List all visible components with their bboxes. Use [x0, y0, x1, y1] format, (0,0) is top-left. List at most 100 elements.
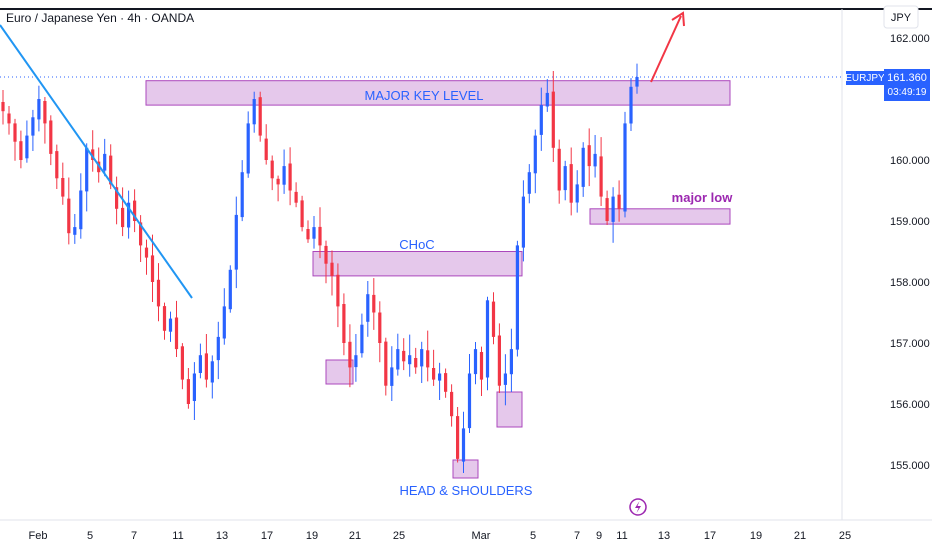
candle[interactable] [228, 269, 232, 310]
candle[interactable] [300, 200, 304, 228]
candle[interactable] [85, 147, 89, 192]
candle[interactable] [390, 367, 394, 386]
candle[interactable] [282, 166, 286, 185]
candle[interactable] [37, 99, 41, 120]
candle[interactable] [73, 227, 77, 235]
candle[interactable] [306, 229, 310, 240]
currency-button[interactable] [883, 5, 919, 29]
candle[interactable] [503, 373, 507, 385]
candle[interactable] [605, 198, 609, 221]
choc-zone[interactable] [312, 251, 523, 277]
candle[interactable] [186, 379, 190, 404]
major-key-level-zone[interactable] [145, 80, 731, 106]
candle[interactable] [324, 245, 328, 264]
candle[interactable] [198, 355, 202, 373]
candle[interactable] [168, 318, 173, 332]
candle[interactable] [521, 196, 525, 248]
candle[interactable] [210, 361, 214, 383]
candle[interactable] [31, 117, 35, 136]
candle[interactable] [378, 312, 382, 344]
candle[interactable] [599, 156, 603, 197]
candle[interactable] [240, 172, 244, 218]
candle[interactable] [7, 113, 11, 124]
candle[interactable] [360, 324, 364, 354]
candle[interactable] [569, 164, 573, 203]
candle[interactable] [264, 138, 268, 160]
candle[interactable] [467, 373, 472, 429]
candle[interactable] [402, 350, 406, 362]
candle[interactable] [414, 358, 418, 368]
candle[interactable] [216, 336, 220, 361]
candle[interactable] [611, 196, 615, 222]
candle[interactable] [617, 194, 621, 209]
candle[interactable] [252, 99, 256, 125]
candle[interactable] [318, 226, 322, 246]
candle[interactable] [144, 247, 149, 258]
candle[interactable] [180, 346, 184, 380]
price-axis[interactable]: 155.000 156.000 157.000 158.000 159.000 160.0… [890, 33, 930, 472]
candle[interactable] [336, 274, 340, 307]
candle[interactable] [139, 222, 143, 246]
candle[interactable] [438, 373, 442, 381]
candle[interactable] [121, 207, 125, 228]
candle[interactable] [479, 352, 484, 380]
candle[interactable] [587, 145, 591, 167]
candle[interactable] [174, 317, 179, 350]
candle[interactable] [545, 92, 549, 107]
candle[interactable] [192, 373, 196, 402]
candle[interactable] [485, 300, 490, 378]
candle[interactable] [222, 306, 226, 339]
candle[interactable] [629, 86, 633, 124]
right-shoulder-box[interactable] [496, 391, 523, 428]
candle[interactable] [557, 148, 561, 191]
candle[interactable] [13, 123, 17, 142]
candle[interactable] [270, 160, 274, 179]
candle[interactable] [408, 355, 412, 365]
candle[interactable] [515, 245, 519, 350]
candle[interactable] [432, 368, 436, 380]
candle[interactable] [91, 149, 95, 160]
head-box[interactable] [452, 459, 479, 479]
candle[interactable] [497, 335, 501, 386]
candle[interactable] [43, 101, 47, 124]
candle[interactable] [420, 349, 424, 367]
candle[interactable] [509, 349, 513, 375]
candle[interactable] [246, 123, 250, 174]
candle[interactable] [258, 97, 262, 136]
candle[interactable] [79, 190, 83, 230]
candle[interactable] [312, 227, 316, 239]
candle[interactable] [276, 178, 280, 185]
candle[interactable] [623, 123, 627, 212]
candle[interactable] [294, 191, 298, 203]
candle[interactable] [372, 294, 376, 313]
candle[interactable] [19, 141, 23, 160]
candle[interactable] [162, 306, 167, 331]
candle[interactable] [450, 391, 454, 417]
candle[interactable] [156, 279, 161, 307]
candle[interactable] [115, 187, 119, 209]
candle[interactable] [581, 147, 585, 187]
candle[interactable] [348, 341, 352, 368]
candle[interactable] [575, 184, 579, 203]
candle[interactable] [563, 166, 567, 191]
candle[interactable] [461, 428, 466, 462]
candle[interactable] [533, 135, 537, 174]
candle[interactable] [593, 153, 597, 167]
candle[interactable] [426, 350, 430, 368]
candle[interactable] [55, 151, 59, 179]
candle[interactable] [204, 353, 208, 380]
candle[interactable] [384, 341, 388, 386]
candle[interactable] [49, 120, 53, 154]
candle[interactable] [234, 214, 238, 270]
candle[interactable] [61, 178, 65, 197]
candle[interactable] [342, 304, 346, 343]
candle[interactable] [456, 416, 460, 459]
candle[interactable] [491, 301, 496, 337]
candle[interactable] [396, 349, 400, 370]
candle[interactable] [150, 255, 155, 282]
candle[interactable] [1, 102, 5, 112]
candle[interactable] [330, 262, 334, 276]
candle[interactable] [25, 135, 29, 159]
candle[interactable] [288, 163, 292, 191]
